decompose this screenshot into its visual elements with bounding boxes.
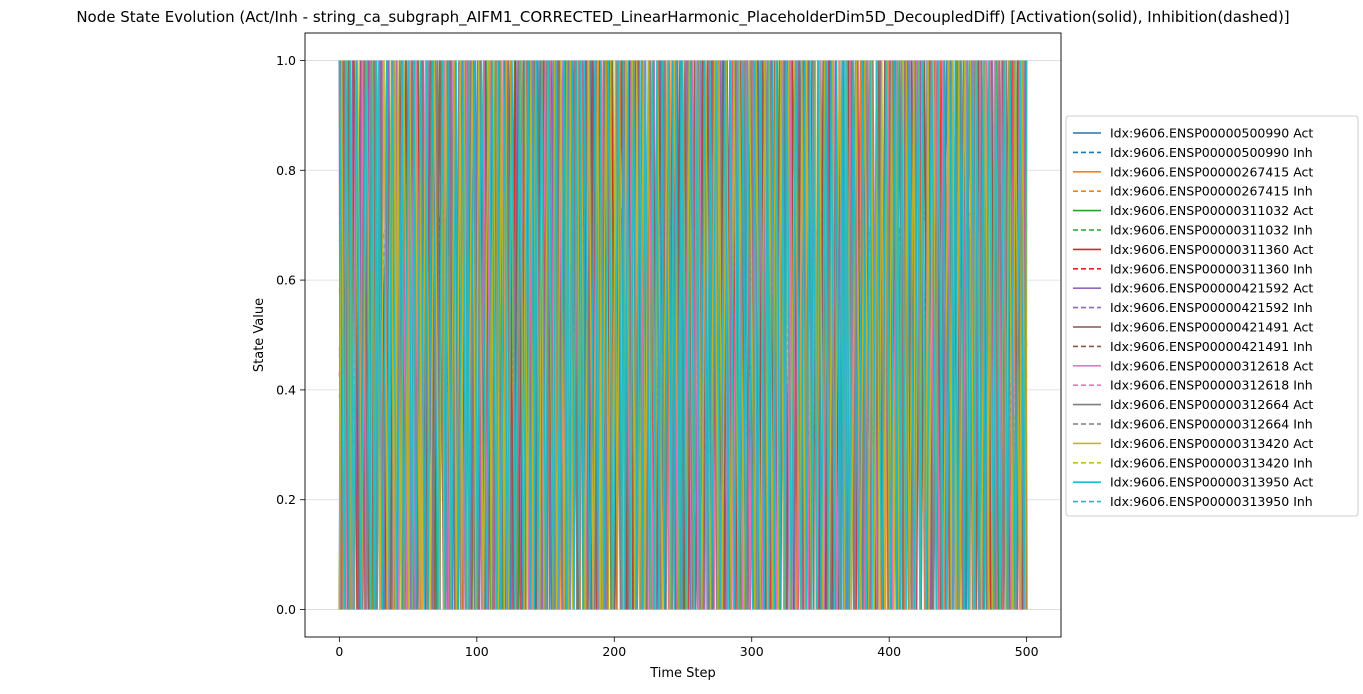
- legend-label-12: Idx:9606.ENSP00000312618 Act: [1110, 358, 1313, 373]
- legend-label-2: Idx:9606.ENSP00000267415 Act: [1110, 164, 1313, 179]
- legend-label-3: Idx:9606.ENSP00000267415 Inh: [1110, 184, 1313, 199]
- legend: Idx:9606.ENSP00000500990 Act Idx:9606.ENS…: [1065, 115, 1359, 517]
- legend-label-14: Idx:9606.ENSP00000312664 Act: [1110, 397, 1313, 412]
- legend-label-19: Idx:9606.ENSP00000313950 Inh: [1110, 494, 1313, 509]
- plot-frame: [304, 32, 1062, 638]
- legend-box: [1065, 115, 1359, 517]
- legend-label-1: Idx:9606.ENSP00000500990 Inh: [1110, 145, 1313, 160]
- legend-label-10: Idx:9606.ENSP00000421491 Act: [1110, 320, 1313, 335]
- series-line-18: [338, 60, 1028, 610]
- y-tick-label-3: 0.6: [276, 273, 296, 288]
- y-tick-label-4: 0.8: [276, 163, 296, 178]
- legend-label-11: Idx:9606.ENSP00000421491 Inh: [1110, 339, 1313, 354]
- legend-label-18: Idx:9606.ENSP00000313950 Act: [1110, 475, 1313, 490]
- chart-title: Node State Evolution (Act/Inh - string_c…: [76, 8, 1289, 27]
- series-layer: [338, 60, 1028, 610]
- y-tick-label-2: 0.4: [276, 382, 296, 397]
- x-tick-label-0: 0: [335, 644, 343, 659]
- legend-label-6: Idx:9606.ENSP00000311360 Act: [1110, 242, 1313, 257]
- x-tick-label-3: 300: [740, 644, 764, 659]
- legend-label-16: Idx:9606.ENSP00000313420 Act: [1110, 436, 1313, 451]
- legend-label-9: Idx:9606.ENSP00000421592 Inh: [1110, 300, 1313, 315]
- x-tick-label-4: 400: [877, 644, 901, 659]
- x-tick-label-5: 500: [1015, 644, 1039, 659]
- axis-ticks: 0 100 200 300 400 500 0.0 0.2 0.4 0.6 0.8 1.0: [276, 53, 1039, 659]
- legend-label-5: Idx:9606.ENSP00000311032 Inh: [1110, 223, 1313, 238]
- series-line-16: [338, 60, 1028, 610]
- legend-label-4: Idx:9606.ENSP00000311032 Act: [1110, 203, 1313, 218]
- x-axis-label: Time Step: [649, 666, 716, 681]
- series-line-14: [338, 60, 1028, 610]
- y-tick-label-0: 0.0: [276, 602, 296, 617]
- x-tick-label-2: 200: [602, 644, 626, 659]
- legend-label-13: Idx:9606.ENSP00000312618 Inh: [1110, 378, 1313, 393]
- legend-label-17: Idx:9606.ENSP00000313420 Inh: [1110, 455, 1313, 470]
- x-tick-label-1: 100: [465, 644, 489, 659]
- y-tick-label-1: 0.2: [276, 492, 296, 507]
- y-axis-label: State Value: [252, 298, 267, 372]
- y-tick-label-5: 1.0: [276, 53, 296, 68]
- legend-label-8: Idx:9606.ENSP00000421592 Act: [1110, 281, 1313, 296]
- legend-label-15: Idx:9606.ENSP00000312664 Inh: [1110, 417, 1313, 432]
- legend-label-0: Idx:9606.ENSP00000500990 Act: [1110, 126, 1313, 141]
- legend-label-7: Idx:9606.ENSP00000311360 Inh: [1110, 261, 1313, 276]
